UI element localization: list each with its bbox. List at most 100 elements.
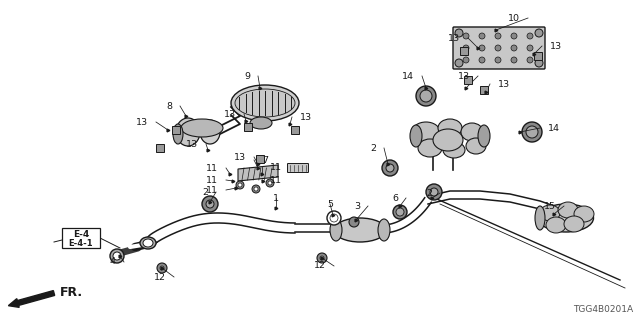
Circle shape — [396, 208, 404, 216]
Ellipse shape — [334, 218, 386, 242]
Circle shape — [268, 181, 272, 185]
Text: 11: 11 — [206, 186, 218, 195]
Text: 4: 4 — [110, 258, 116, 267]
Ellipse shape — [330, 219, 342, 241]
Ellipse shape — [433, 129, 463, 151]
Text: 13: 13 — [136, 117, 148, 126]
Text: 7: 7 — [262, 156, 268, 164]
Text: FR.: FR. — [60, 286, 83, 300]
Text: 12: 12 — [314, 261, 326, 270]
Circle shape — [236, 181, 244, 189]
Text: 11: 11 — [270, 163, 282, 172]
Ellipse shape — [410, 125, 422, 147]
Circle shape — [511, 45, 517, 51]
Text: 3: 3 — [354, 202, 360, 211]
Ellipse shape — [378, 219, 390, 241]
Ellipse shape — [438, 119, 462, 137]
Ellipse shape — [574, 206, 594, 222]
Ellipse shape — [140, 237, 156, 249]
Circle shape — [527, 33, 533, 39]
Text: 15: 15 — [544, 202, 556, 211]
Circle shape — [463, 33, 469, 39]
Ellipse shape — [478, 125, 490, 147]
Bar — [256, 155, 264, 163]
Ellipse shape — [466, 138, 486, 154]
Text: 1: 1 — [273, 194, 279, 203]
Circle shape — [426, 184, 442, 200]
Circle shape — [527, 45, 533, 51]
Ellipse shape — [181, 119, 223, 137]
Circle shape — [327, 211, 341, 225]
Circle shape — [526, 126, 538, 138]
Text: 8: 8 — [166, 101, 172, 110]
Text: 10: 10 — [508, 13, 520, 22]
Ellipse shape — [412, 122, 440, 142]
Circle shape — [479, 45, 485, 51]
Circle shape — [157, 263, 167, 273]
Bar — [291, 126, 299, 134]
FancyArrow shape — [8, 291, 54, 307]
Bar — [62, 228, 100, 248]
Circle shape — [206, 200, 214, 208]
FancyBboxPatch shape — [453, 27, 545, 69]
Text: 2: 2 — [202, 188, 208, 196]
Text: 13: 13 — [224, 109, 236, 118]
Ellipse shape — [564, 216, 584, 232]
Ellipse shape — [173, 124, 183, 144]
Bar — [534, 52, 542, 60]
Text: 6: 6 — [392, 194, 398, 203]
Circle shape — [522, 122, 542, 142]
Circle shape — [320, 256, 324, 260]
Ellipse shape — [235, 89, 295, 117]
Circle shape — [266, 179, 274, 187]
Circle shape — [455, 29, 463, 37]
Circle shape — [527, 57, 533, 63]
Text: 13: 13 — [448, 34, 460, 43]
Text: 2: 2 — [426, 188, 432, 197]
Text: 11: 11 — [206, 175, 218, 185]
Ellipse shape — [558, 202, 578, 218]
Ellipse shape — [113, 252, 121, 260]
Circle shape — [252, 185, 260, 193]
Circle shape — [479, 57, 485, 63]
Text: 13: 13 — [186, 140, 198, 148]
Bar — [172, 126, 180, 134]
Text: 14: 14 — [548, 124, 560, 132]
Text: 13: 13 — [458, 71, 470, 81]
Circle shape — [254, 187, 258, 191]
Text: 11: 11 — [270, 175, 282, 185]
Circle shape — [463, 57, 469, 63]
Ellipse shape — [143, 239, 153, 247]
Text: 14: 14 — [402, 71, 414, 81]
Circle shape — [160, 266, 164, 270]
Circle shape — [416, 86, 436, 106]
Circle shape — [479, 33, 485, 39]
Text: 13: 13 — [498, 79, 510, 89]
Text: TGG4B0201A: TGG4B0201A — [573, 305, 633, 314]
Bar — [464, 76, 472, 84]
Ellipse shape — [538, 204, 593, 232]
Circle shape — [386, 164, 394, 172]
Text: 11: 11 — [206, 164, 218, 172]
Ellipse shape — [250, 117, 272, 129]
Bar — [460, 47, 468, 55]
Circle shape — [455, 59, 463, 67]
Circle shape — [238, 183, 242, 187]
Circle shape — [349, 217, 359, 227]
Ellipse shape — [546, 217, 566, 233]
Circle shape — [430, 188, 438, 196]
FancyBboxPatch shape — [287, 164, 308, 172]
Text: 2: 2 — [370, 143, 376, 153]
Ellipse shape — [418, 139, 442, 157]
Text: 5: 5 — [327, 199, 333, 209]
Circle shape — [463, 45, 469, 51]
Circle shape — [202, 196, 218, 212]
Ellipse shape — [200, 120, 220, 144]
Bar — [244, 123, 252, 131]
Circle shape — [535, 59, 543, 67]
Ellipse shape — [231, 85, 299, 121]
Circle shape — [393, 205, 407, 219]
Polygon shape — [238, 165, 278, 181]
Circle shape — [511, 57, 517, 63]
Ellipse shape — [461, 123, 483, 141]
